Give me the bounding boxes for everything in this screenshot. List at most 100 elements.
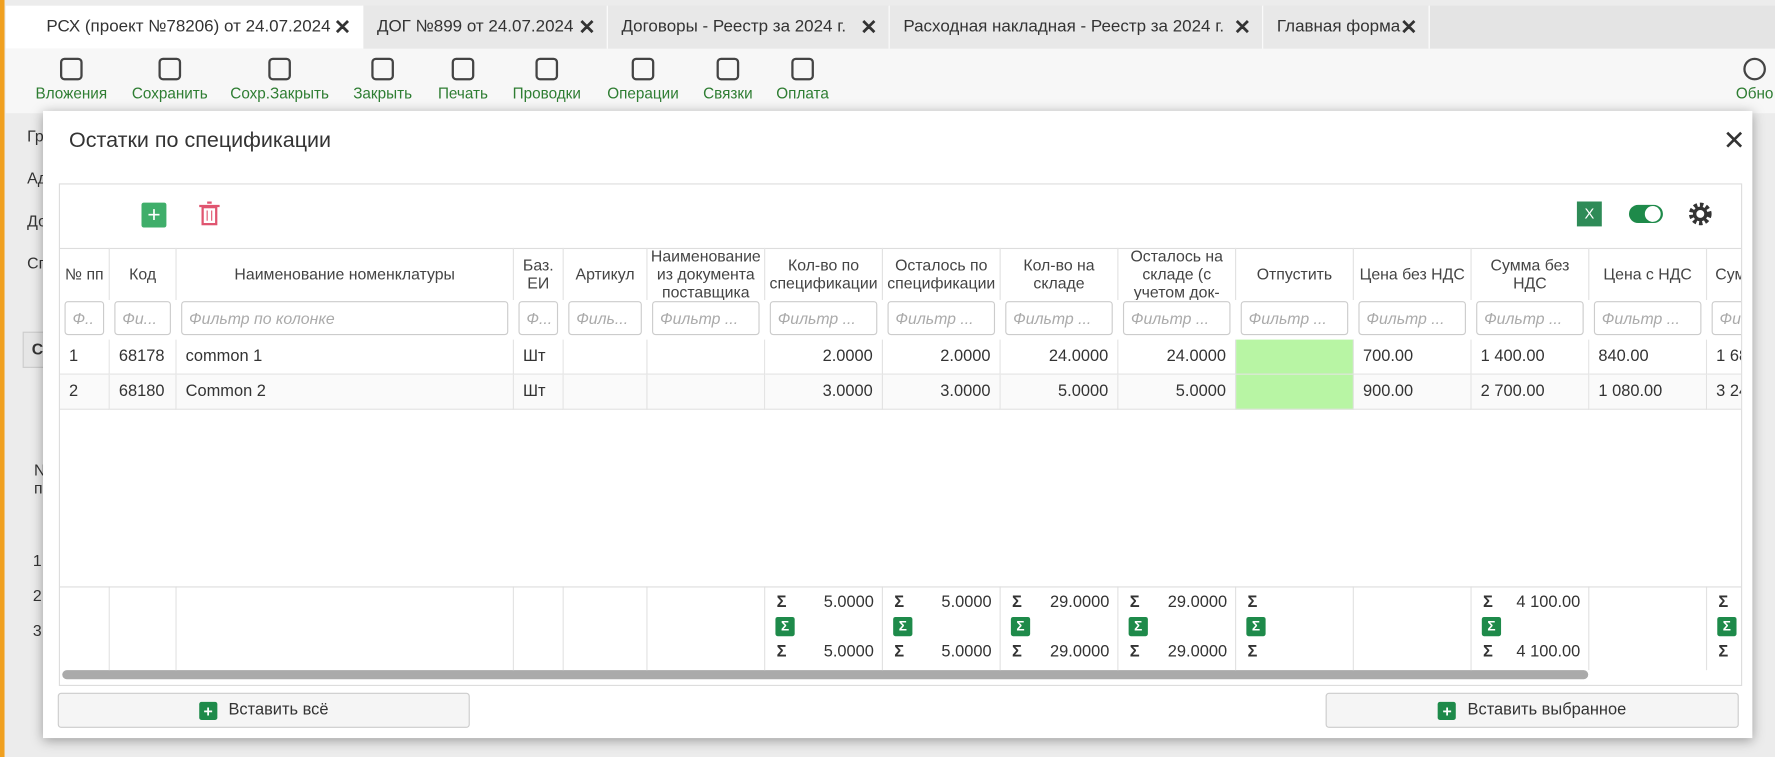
- tab-close[interactable]: ✕: [1233, 15, 1251, 39]
- tab[interactable]: Главная форма ✕: [1263, 5, 1430, 49]
- insert-all-button[interactable]: + Вставить всё: [57, 692, 470, 728]
- table-cell[interactable]: Common 2: [176, 374, 514, 410]
- toolbar-button[interactable]: Закрыть: [320, 49, 445, 102]
- sum-toggle[interactable]: Σ: [1010, 616, 1031, 637]
- column-header[interactable]: Цена с НДС: [1589, 247, 1708, 300]
- table-cell[interactable]: 700.00: [1353, 339, 1472, 375]
- column-filter[interactable]: Филь...: [568, 301, 642, 336]
- sum-toggle[interactable]: Σ: [1717, 616, 1737, 637]
- table-cell[interactable]: [563, 339, 648, 375]
- column-filter[interactable]: Фильтр ...: [769, 301, 878, 336]
- table-cell[interactable]: [563, 374, 648, 410]
- tab[interactable]: Расходная накладная - Реестр за 2024 г. ✕: [889, 5, 1264, 49]
- toolbar-button[interactable]: Связки: [666, 49, 791, 102]
- table-cell[interactable]: [1236, 374, 1354, 410]
- column-divider: [1470, 586, 1472, 671]
- toolbar-button[interactable]: Вложения: [9, 49, 134, 102]
- column-filter[interactable]: Фильтр ...: [1358, 301, 1466, 336]
- column-filter[interactable]: Фи...: [114, 301, 171, 336]
- column-filter[interactable]: Фильтр ...: [1122, 301, 1231, 336]
- sum-toggle[interactable]: Σ: [1481, 616, 1502, 637]
- excel-button[interactable]: X: [1576, 201, 1602, 227]
- column-filter[interactable]: Фильтр ...: [1240, 301, 1349, 336]
- row-number: 3: [32, 621, 42, 640]
- column-sum: 5.0000: [823, 593, 874, 612]
- column-filter[interactable]: Фильтр ...: [1005, 301, 1113, 336]
- table-cell[interactable]: 2.0000: [882, 339, 1001, 375]
- table-cell[interactable]: Шт: [513, 339, 564, 375]
- column-header[interactable]: Сумма без НДС: [1472, 247, 1590, 300]
- table-cell[interactable]: 3.0000: [882, 374, 1001, 410]
- table-cell[interactable]: 2: [59, 374, 110, 410]
- table-cell[interactable]: 1: [59, 339, 110, 375]
- column-filter[interactable]: Ф..: [64, 301, 105, 336]
- table-cell[interactable]: 900.00: [1353, 374, 1472, 410]
- column-header[interactable]: Сумма с НДС: [1707, 248, 1741, 300]
- insert-selected-button[interactable]: + Вставить выбранное: [1325, 692, 1739, 728]
- column-header[interactable]: Осталось на складе (с учетом док-: [1118, 247, 1237, 300]
- column-filter[interactable]: Фильтр ...: [1593, 301, 1702, 336]
- table-cell[interactable]: 1 400.00: [1471, 339, 1590, 375]
- toggle[interactable]: [1628, 204, 1664, 224]
- column-filter[interactable]: Фильтр ...: [1476, 301, 1584, 336]
- column-filter[interactable]: Фильтр ...: [652, 301, 760, 336]
- toolbar-button[interactable]: Проводки: [485, 49, 610, 102]
- column-header[interactable]: Наименование из документа поставщика: [648, 247, 766, 300]
- table-cell[interactable]: 68180: [109, 374, 177, 410]
- table-cell[interactable]: 1 080.00: [1589, 374, 1708, 410]
- toolbar-button[interactable]: Оплата: [740, 49, 865, 102]
- field-label: Ад: [27, 168, 47, 187]
- column-header[interactable]: Отпустить: [1236, 247, 1354, 300]
- tab-close[interactable]: ✕: [333, 15, 351, 39]
- tab-close[interactable]: ✕: [578, 15, 596, 39]
- table-cell[interactable]: 5.0000: [1000, 374, 1119, 410]
- sum-toggle[interactable]: Σ: [1246, 616, 1266, 637]
- close-button[interactable]: ✕: [1722, 125, 1746, 157]
- table-cell[interactable]: [647, 339, 766, 375]
- table-cell[interactable]: 24.0000: [1118, 339, 1237, 375]
- toolbar-button[interactable]: Обно: [1692, 49, 1775, 102]
- tab[interactable]: РСХ (проект №78206) от 24.07.2024 ✕: [5, 5, 364, 49]
- column-filter[interactable]: Фильтр ...: [887, 301, 996, 336]
- table-cell[interactable]: 24.0000: [1000, 339, 1119, 375]
- column-header[interactable]: Артикул: [564, 247, 648, 300]
- column-header[interactable]: Наименование номенклатуры: [177, 247, 514, 300]
- table-cell[interactable]: common 1: [176, 339, 514, 375]
- tab-close[interactable]: ✕: [1400, 15, 1418, 39]
- column-header[interactable]: Кол-во по спецификации: [765, 247, 883, 300]
- column-header[interactable]: Кол-во на складе: [1001, 247, 1119, 300]
- column-filter[interactable]: Фильтр по колонке: [181, 301, 509, 336]
- column-header[interactable]: Цена без НДС: [1354, 247, 1472, 300]
- table-cell[interactable]: 68178: [109, 339, 177, 375]
- tab[interactable]: ДОГ №899 от 24.07.2024 ✕: [363, 5, 608, 49]
- sum-toggle[interactable]: Σ: [893, 616, 913, 637]
- table-cell[interactable]: 5.0000: [1118, 374, 1237, 410]
- tab-close[interactable]: ✕: [860, 15, 878, 39]
- delete-button[interactable]: [198, 201, 221, 226]
- column-header[interactable]: Осталось по спецификации: [883, 247, 1001, 300]
- column-header[interactable]: Код: [110, 247, 177, 300]
- table-cell[interactable]: 2.0000: [765, 339, 883, 375]
- toolbar-button[interactable]: Операции: [581, 49, 706, 102]
- table-cell[interactable]: 840.00: [1589, 339, 1708, 375]
- table-cell[interactable]: [647, 374, 766, 410]
- settings-button[interactable]: [1687, 200, 1714, 227]
- column-header[interactable]: № пп: [60, 247, 110, 300]
- table-cell[interactable]: 2 700.00: [1471, 374, 1590, 410]
- column-filter[interactable]: Фи: [1711, 301, 1742, 336]
- sum-toggle[interactable]: Σ: [775, 616, 795, 637]
- table-cell[interactable]: [1236, 339, 1354, 375]
- sum-toggle[interactable]: Σ: [1128, 616, 1148, 637]
- scrollbar[interactable]: [62, 670, 1589, 680]
- column-header[interactable]: Баз. ЕИ: [514, 247, 564, 300]
- table-cell[interactable]: 3 240.00: [1707, 374, 1742, 410]
- add-button[interactable]: +: [141, 202, 167, 228]
- table-cell[interactable]: 3.0000: [765, 374, 883, 410]
- tab[interactable]: Договоры - Реестр за 2024 г. ✕: [607, 5, 890, 49]
- column-filter[interactable]: Ф...: [518, 301, 559, 336]
- table-cell[interactable]: Шт: [513, 374, 564, 410]
- toolbar-button[interactable]: Сохр.Закрыть: [217, 49, 342, 102]
- table-cell[interactable]: 1 680.00: [1707, 339, 1742, 375]
- toolbar-button[interactable]: Сохранить: [108, 49, 233, 102]
- toolbar-button[interactable]: Печать: [401, 49, 526, 102]
